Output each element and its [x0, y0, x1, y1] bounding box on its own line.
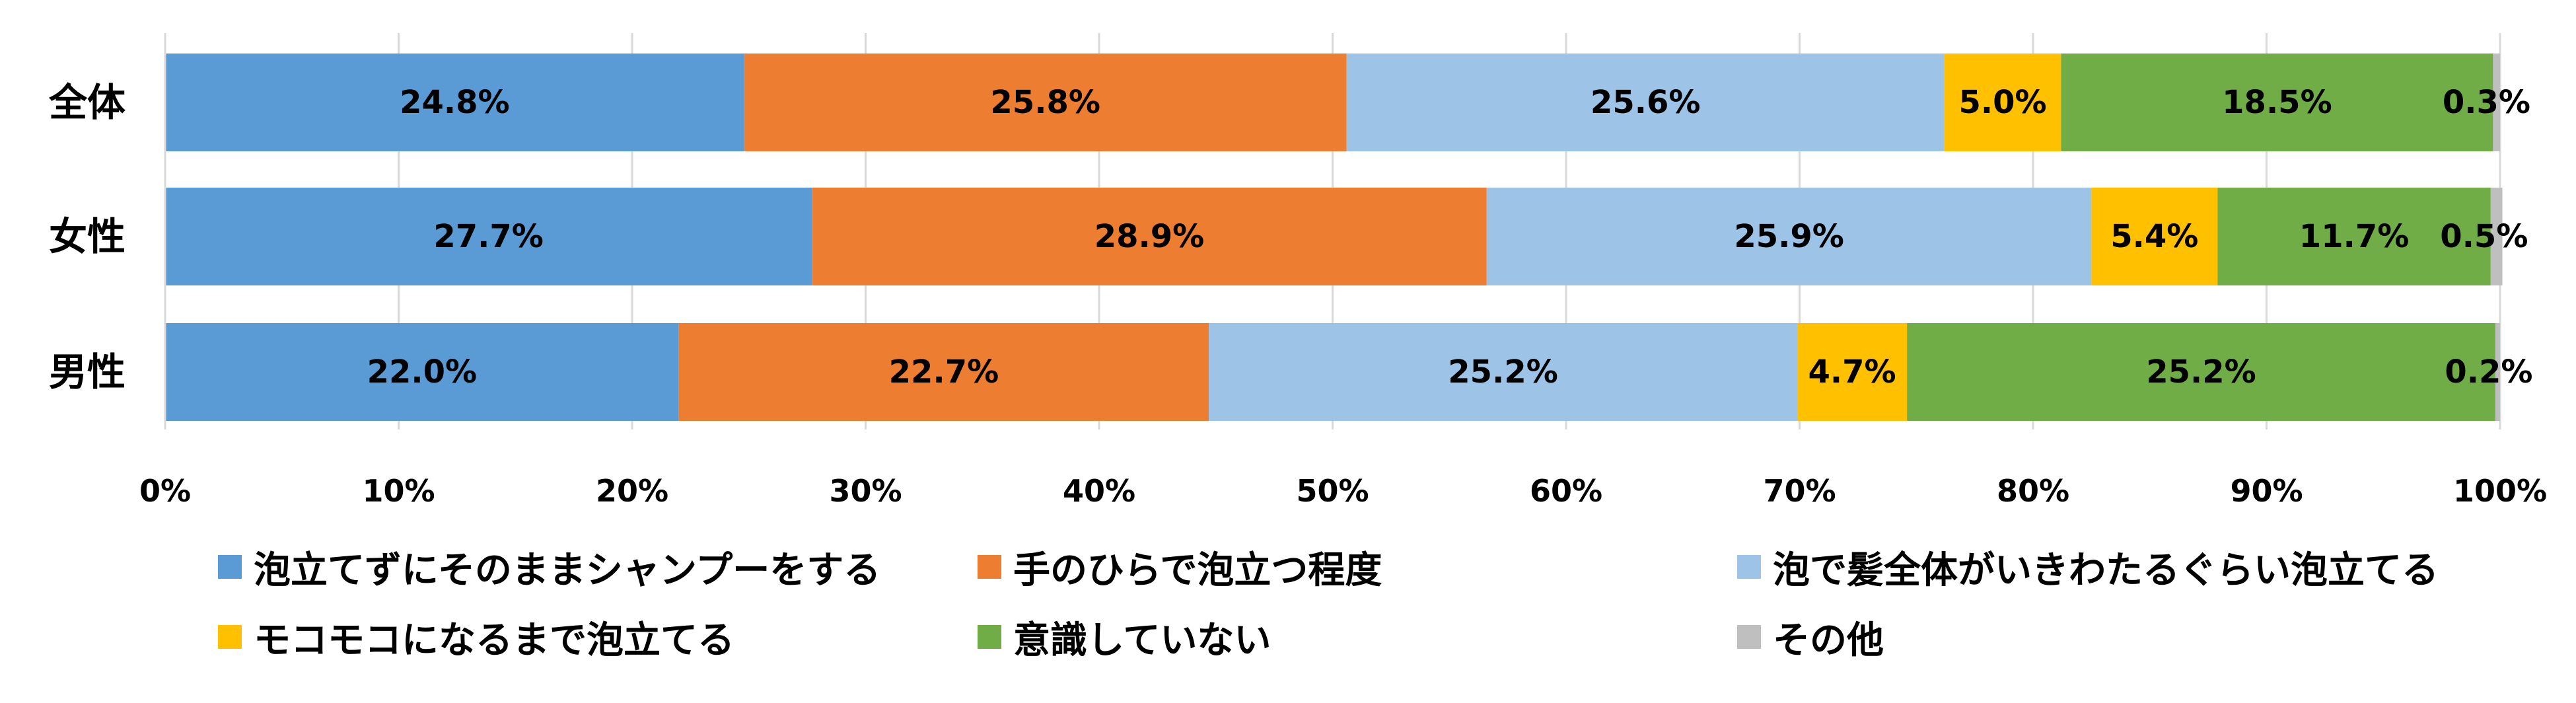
- bar-segment: [1346, 54, 1945, 151]
- data-label: 0.3%: [2443, 84, 2530, 121]
- bar-segment: [1486, 188, 2092, 285]
- bar-segment: [165, 323, 679, 421]
- data-label: 25.6%: [1591, 84, 1701, 121]
- bar-segment: [165, 54, 744, 151]
- data-label: 22.0%: [367, 353, 478, 390]
- x-tick-label: 40%: [1063, 473, 1135, 509]
- bar-segment: [2490, 188, 2503, 285]
- data-label: 5.0%: [1958, 84, 2046, 121]
- data-label: 27.7%: [433, 218, 544, 255]
- category-label: 男性: [49, 350, 125, 394]
- x-tick-label: 10%: [362, 473, 435, 509]
- category-label: 女性: [49, 214, 125, 259]
- x-tick-label: 60%: [1530, 473, 1602, 509]
- data-label: 25.2%: [1448, 353, 1558, 390]
- bar-segment: [678, 323, 1209, 421]
- x-tick-label: 70%: [1763, 473, 1836, 509]
- data-label: 0.2%: [2445, 353, 2532, 390]
- bar-segment: [2091, 188, 2218, 285]
- bar-segment: [165, 188, 812, 285]
- bar-segment: [1797, 323, 1908, 421]
- category-label: 全体: [48, 80, 125, 125]
- data-label: 11.7%: [2299, 218, 2410, 255]
- x-tick-label: 30%: [829, 473, 902, 509]
- x-tick-label: 100%: [2453, 473, 2547, 509]
- x-tick-label: 50%: [1296, 473, 1369, 509]
- data-label: 22.7%: [889, 353, 999, 390]
- x-tick-label: 80%: [1997, 473, 2069, 509]
- bar-segment: [1907, 323, 2495, 421]
- data-label: 28.9%: [1094, 218, 1205, 255]
- x-tick-label: 90%: [2230, 473, 2303, 509]
- bar-segment: [812, 188, 1487, 285]
- bar-segment: [744, 54, 1347, 151]
- data-label: 25.2%: [2146, 353, 2256, 390]
- bar-segment: [2217, 188, 2491, 285]
- data-label: 0.5%: [2440, 218, 2528, 255]
- x-tick-label: 0%: [139, 473, 191, 509]
- bar-segment: [2495, 323, 2500, 421]
- data-label: 25.8%: [990, 84, 1100, 121]
- data-label: 4.7%: [1808, 353, 1896, 390]
- bar-segment: [1209, 323, 1797, 421]
- bar-segment: [1944, 54, 2061, 151]
- data-label: 25.9%: [1734, 218, 1844, 255]
- bar-segment: [2493, 54, 2500, 151]
- data-label: 24.8%: [400, 84, 510, 121]
- data-label: 5.4%: [2110, 218, 2198, 255]
- data-label: 18.5%: [2222, 84, 2332, 121]
- bar-segment: [2061, 54, 2493, 151]
- x-tick-label: 20%: [596, 473, 668, 509]
